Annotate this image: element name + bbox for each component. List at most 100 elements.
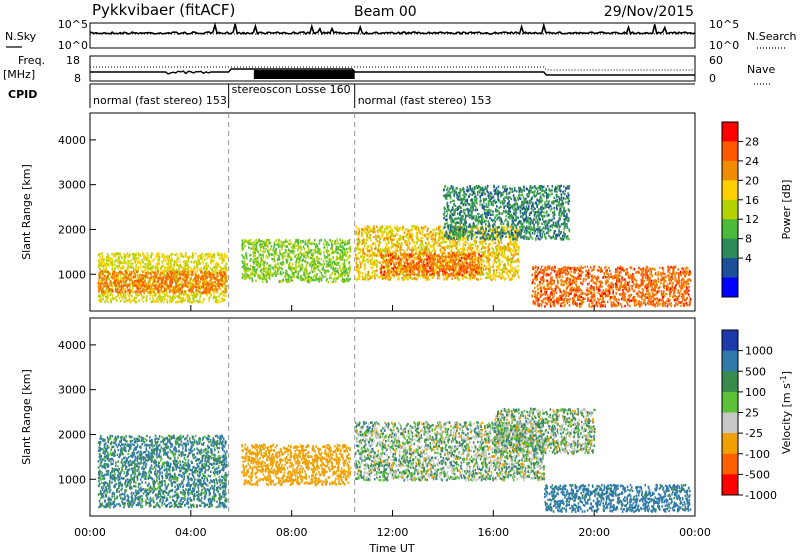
heatmap-cell	[517, 275, 519, 277]
heatmap-cell	[100, 258, 102, 260]
heatmap-cell	[131, 279, 133, 281]
heatmap-cell	[245, 266, 247, 268]
heatmap-cell	[146, 288, 148, 290]
heatmap-cell	[242, 262, 244, 264]
heatmap-cell	[294, 242, 296, 244]
heatmap-cell	[216, 275, 218, 277]
heatmap-cell	[120, 274, 122, 276]
heatmap-cell	[308, 250, 310, 252]
heatmap-cell	[190, 274, 192, 276]
heatmap-cell	[98, 280, 100, 282]
heatmap-cell	[357, 239, 359, 241]
heatmap-cell	[217, 272, 219, 274]
freq-trace	[90, 69, 695, 75]
heatmap-cell	[376, 254, 378, 256]
heatmap-cell	[445, 277, 447, 279]
heatmap-cell	[319, 240, 321, 242]
heatmap-cell	[362, 240, 364, 242]
heatmap-cell	[155, 269, 157, 271]
heatmap-cell	[163, 279, 165, 281]
heatmap-cell	[433, 247, 435, 249]
heatmap-cell	[192, 271, 194, 273]
heatmap-cell	[371, 277, 373, 279]
heatmap-cell	[289, 281, 291, 283]
heatmap-cell	[290, 242, 292, 244]
heatmap-cell	[344, 265, 346, 267]
heatmap-cell	[375, 236, 377, 238]
heatmap-cell	[152, 297, 154, 299]
heatmap-cell	[279, 239, 281, 241]
heatmap-cell	[180, 297, 182, 299]
heatmap-cell	[484, 247, 486, 249]
heatmap-cell	[359, 230, 361, 232]
heatmap-cell	[114, 276, 116, 278]
heatmap-cell	[377, 236, 379, 238]
heatmap-cell	[118, 272, 120, 274]
heatmap-cell	[219, 254, 221, 256]
nave-label: Nave	[747, 63, 775, 76]
heatmap-cell	[314, 260, 316, 262]
heatmap-cell	[489, 265, 491, 267]
heatmap-cell	[172, 269, 174, 271]
heatmap-cell	[509, 270, 511, 272]
heatmap-cell	[242, 240, 244, 242]
heatmap-cell	[466, 249, 468, 251]
heatmap-cell	[133, 299, 135, 301]
heatmap-cell	[223, 257, 225, 259]
heatmap-cell	[255, 272, 257, 274]
heatmap-cell	[166, 299, 168, 301]
heatmap-cell	[518, 248, 520, 250]
heatmap-cell	[382, 236, 384, 238]
heatmap-cell	[139, 288, 141, 290]
heatmap-cell	[474, 240, 476, 242]
heatmap-cell	[306, 265, 308, 267]
heatmap-cell	[484, 265, 486, 267]
heatmap-cell	[198, 282, 200, 284]
heatmap-cell	[218, 295, 220, 297]
heatmap-cell	[224, 253, 226, 255]
heatmap-cell	[149, 287, 151, 289]
heatmap-cell	[502, 271, 504, 273]
heatmap-cell	[152, 295, 154, 297]
heatmap-cell	[162, 276, 164, 278]
heatmap-cell	[251, 242, 253, 244]
heatmap-cell	[161, 281, 163, 283]
heatmap-cell	[288, 243, 290, 245]
heatmap-cell	[166, 292, 168, 294]
heatmap-cell	[189, 285, 191, 287]
heatmap-cell	[462, 245, 464, 247]
heatmap-cell	[267, 245, 269, 247]
heatmap-cell	[465, 244, 467, 246]
heatmap-cell	[132, 283, 134, 285]
heatmap-cell	[188, 289, 190, 291]
heatmap-cell	[285, 276, 287, 278]
heatmap-cell	[157, 287, 159, 289]
power-panel-bg	[90, 113, 695, 311]
heatmap-cell	[472, 277, 474, 279]
heatmap-cell	[405, 240, 407, 242]
heatmap-cell	[359, 241, 361, 243]
heatmap-cell	[412, 246, 414, 248]
heatmap-cell	[250, 265, 252, 267]
heatmap-cell	[179, 265, 181, 267]
heatmap-cell	[190, 293, 192, 295]
heatmap-cell	[115, 255, 117, 257]
heatmap-cell	[356, 268, 358, 270]
heatmap-cell	[158, 285, 160, 287]
heatmap-cell	[258, 274, 260, 276]
heatmap-cell	[348, 247, 350, 249]
heatmap-cell	[102, 294, 104, 296]
heatmap-cell	[176, 301, 178, 303]
heatmap-cell	[156, 267, 158, 269]
heatmap-cell	[463, 249, 465, 251]
heatmap-cell	[346, 255, 348, 257]
heatmap-cell	[340, 242, 342, 244]
heatmap-cell	[223, 271, 225, 273]
heatmap-cell	[244, 278, 246, 280]
heatmap-cell	[319, 270, 321, 272]
heatmap-cell	[122, 291, 124, 293]
heatmap-cell	[485, 277, 487, 279]
heatmap-cell	[371, 258, 373, 260]
heatmap-cell	[276, 239, 278, 241]
heatmap-cell	[286, 261, 288, 263]
